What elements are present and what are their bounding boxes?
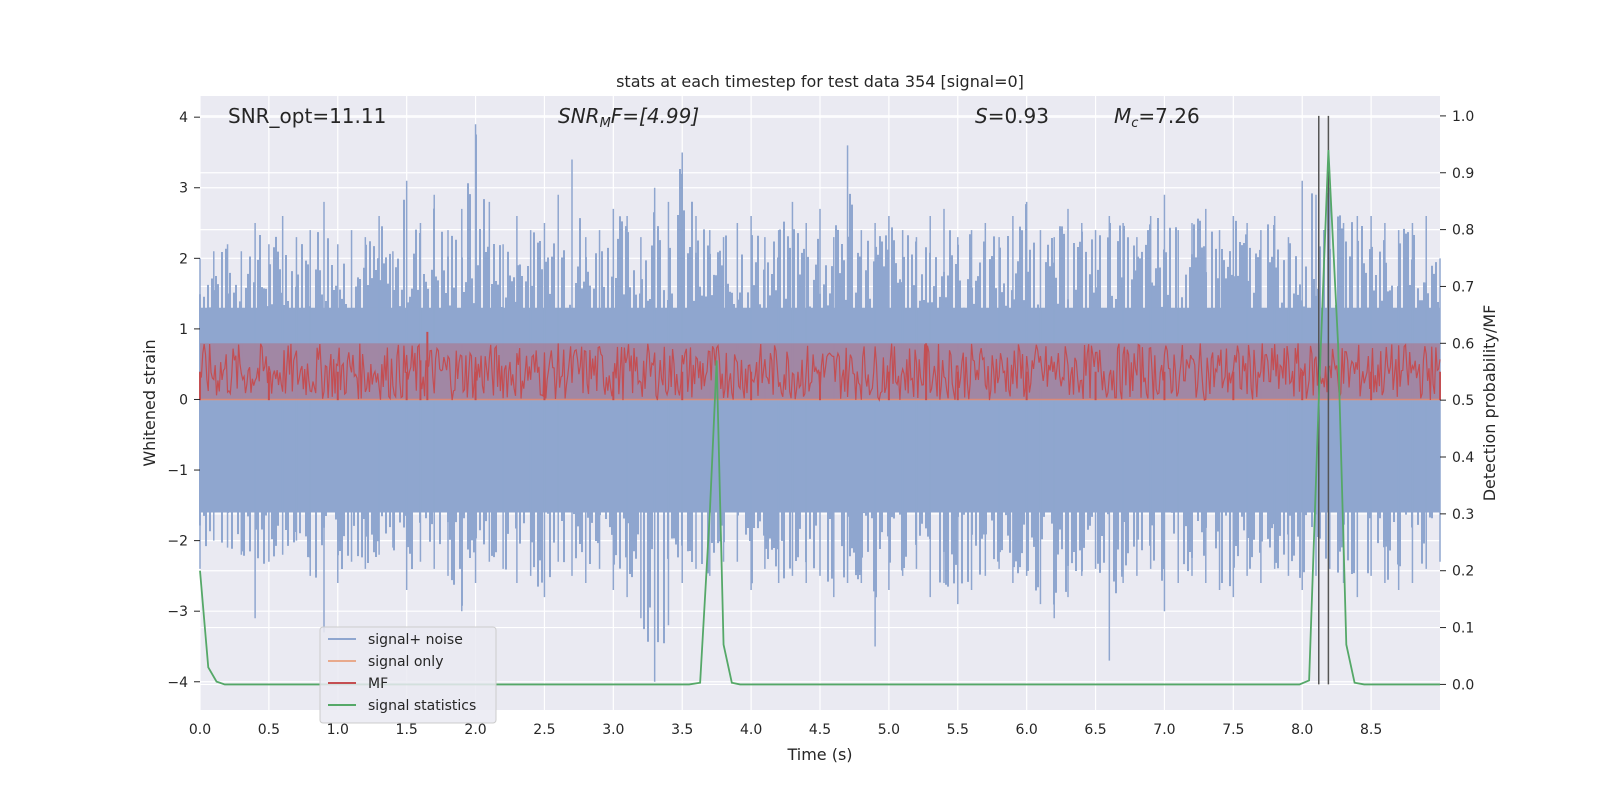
y-tick-label: 3 bbox=[179, 181, 188, 197]
y-tick-label: 0 bbox=[179, 392, 188, 408]
x-tick-label: 7.5 bbox=[1222, 722, 1244, 738]
y-tick-label: −1 bbox=[167, 463, 188, 479]
y2-tick-label: 0.4 bbox=[1452, 450, 1474, 466]
y2-tick-label: 0.8 bbox=[1452, 223, 1474, 239]
y2-tick-label: 0.0 bbox=[1452, 677, 1474, 693]
y2-tick-label: 0.7 bbox=[1452, 279, 1474, 295]
snr-mf-sub: M bbox=[600, 116, 611, 131]
mc-label: M bbox=[1114, 104, 1131, 128]
legend-label-signal-statistics: signal statistics bbox=[368, 698, 476, 714]
annotation-snr-mf: SNRMF=[4.99] bbox=[558, 104, 699, 131]
series-signal-statistics bbox=[199, 149, 1440, 686]
y2-tick-label: 0.9 bbox=[1452, 166, 1474, 182]
x-tick-label: 7.0 bbox=[1153, 722, 1175, 738]
legend: signal+ noise signal only MF signal stat… bbox=[319, 626, 497, 724]
series-layer bbox=[199, 115, 1441, 686]
y-tick-label: 2 bbox=[179, 251, 188, 267]
series-signal-noise bbox=[199, 124, 1441, 682]
x-tick-label: 1.5 bbox=[396, 722, 418, 738]
snr-mf-label: SNR bbox=[558, 104, 600, 128]
x-tick-label: 4.5 bbox=[809, 722, 831, 738]
mc-sub: c bbox=[1131, 116, 1138, 131]
legend-label-mf: MF bbox=[368, 676, 388, 692]
x-tick-label: 8.5 bbox=[1360, 722, 1382, 738]
s-value: =0.93 bbox=[988, 104, 1049, 128]
y2-tick-label: 1.0 bbox=[1452, 109, 1474, 125]
x-tick-label: 2.5 bbox=[533, 722, 555, 738]
y2-axis-label: Detection probability/MF bbox=[1480, 305, 1499, 502]
series-mf bbox=[199, 331, 1441, 402]
y-tick-label: −4 bbox=[167, 675, 188, 691]
annotation-s: S=0.93 bbox=[975, 104, 1049, 128]
y-tick-label: 1 bbox=[179, 322, 188, 338]
s-label: S bbox=[975, 104, 988, 128]
x-ticks: 0.0 0.5 1.0 1.5 2.0 2.5 3.0 3.5 4.0 4.5 5.0 5.5 6.0 6… bbox=[189, 722, 1382, 738]
x-tick-label: 8.0 bbox=[1291, 722, 1313, 738]
chart-title: stats at each timestep for test data 354… bbox=[616, 72, 1024, 91]
x-tick-label: 3.5 bbox=[671, 722, 693, 738]
x-tick-label: 6.0 bbox=[1016, 722, 1038, 738]
x-tick-label: 6.5 bbox=[1084, 722, 1106, 738]
y-tick-label: 4 bbox=[179, 110, 188, 126]
mc-value: =7.26 bbox=[1138, 104, 1199, 128]
y2-tick-label: 0.1 bbox=[1452, 621, 1474, 637]
y-tick-label: −3 bbox=[167, 604, 188, 620]
snr-mf-value: F=[4.99] bbox=[611, 104, 699, 128]
y-ticks: −4 −3 −2 −1 0 1 2 3 4 bbox=[167, 110, 200, 691]
x-tick-label: 5.0 bbox=[878, 722, 900, 738]
x-tick-label: 4.0 bbox=[740, 722, 762, 738]
y-axis-label: Whitened strain bbox=[140, 339, 159, 466]
y2-tick-label: 0.2 bbox=[1452, 564, 1474, 580]
annotation-mc: Mc=7.26 bbox=[1114, 104, 1200, 131]
x-tick-label: 1.0 bbox=[327, 722, 349, 738]
x-tick-label: 0.5 bbox=[258, 722, 280, 738]
y2-ticks: 0.0 0.1 0.2 0.3 0.4 0.5 0.6 0.7 0.8 0.9 1.0 bbox=[1440, 109, 1474, 693]
x-tick-label: 2.0 bbox=[464, 722, 486, 738]
legend-label-signal-only: signal only bbox=[368, 654, 443, 670]
x-tick-label: 0.0 bbox=[189, 722, 211, 738]
x-tick-label: 5.5 bbox=[947, 722, 969, 738]
y2-tick-label: 0.6 bbox=[1452, 336, 1474, 352]
y2-tick-label: 0.5 bbox=[1452, 393, 1474, 409]
legend-frame bbox=[319, 626, 497, 724]
x-tick-label: 3.0 bbox=[602, 722, 624, 738]
x-axis-label: Time (s) bbox=[786, 745, 852, 764]
annotation-snr-opt: SNR_opt=11.11 bbox=[228, 104, 386, 128]
legend-label-signal-noise: signal+ noise bbox=[368, 632, 463, 648]
y-tick-label: −2 bbox=[167, 534, 188, 550]
y2-tick-label: 0.3 bbox=[1452, 507, 1474, 523]
